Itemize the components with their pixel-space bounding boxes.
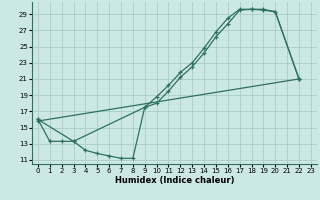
X-axis label: Humidex (Indice chaleur): Humidex (Indice chaleur) <box>115 176 234 185</box>
